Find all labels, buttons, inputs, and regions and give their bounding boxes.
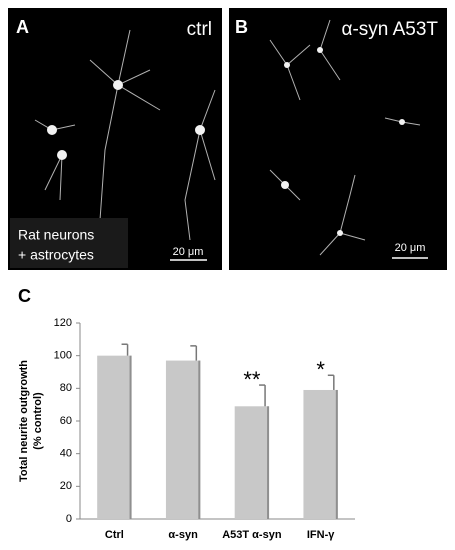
y-tick-label: 120 — [54, 317, 72, 329]
panel-label: A — [16, 17, 29, 37]
bar-shadow — [129, 355, 132, 519]
caption: Rat neurons — [18, 227, 94, 243]
y-tick-label: 100 — [54, 350, 72, 362]
panel-label: C — [18, 286, 31, 306]
neurons-b — [269, 19, 421, 256]
panel-title: α-syn A53T — [341, 19, 438, 40]
bar — [165, 360, 201, 519]
significance: * — [316, 357, 325, 382]
bar-shadow — [198, 360, 201, 519]
y-tick-label: 60 — [60, 415, 72, 427]
y-tick-label: 40 — [60, 448, 72, 460]
micrograph-b — [229, 8, 447, 270]
bar — [303, 389, 338, 519]
scale-label: 20 μm — [395, 242, 426, 254]
x-tick-label: A53T α-syn — [222, 529, 282, 541]
panel-label: B — [235, 17, 248, 37]
y-tick-label: 20 — [60, 480, 72, 492]
bar — [97, 355, 132, 519]
y-tick-label: 0 — [66, 513, 72, 525]
neurons-a — [34, 29, 216, 241]
y-axis-label: Total neurite outgrowth — [18, 360, 30, 482]
x-tick-label: α-syn — [168, 529, 198, 541]
x-tick-label: Ctrl — [105, 529, 124, 541]
bar — [234, 406, 270, 519]
bar-shadow — [267, 406, 270, 519]
x-tick-label: IFN-γ — [307, 529, 335, 541]
bar-shadow — [335, 389, 338, 519]
caption-box — [10, 218, 128, 268]
scale-label: 20 μm — [173, 246, 204, 258]
caption: + astrocytes — [18, 247, 94, 263]
panel-title: ctrl — [187, 19, 212, 40]
y-axis-label: (% control) — [32, 392, 44, 450]
significance: ** — [243, 367, 261, 392]
y-tick-label: 80 — [60, 382, 72, 394]
